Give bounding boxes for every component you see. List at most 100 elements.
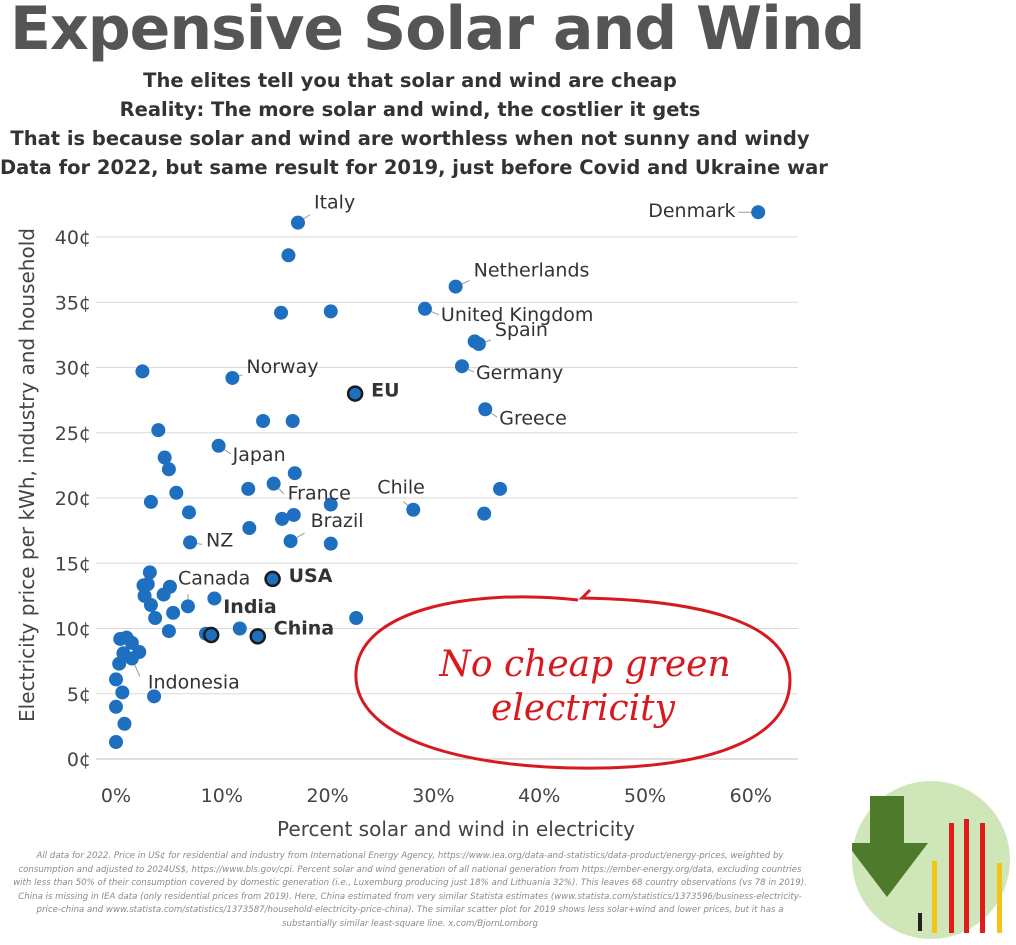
- data-point: [143, 494, 158, 509]
- y-tick-label: 10¢: [55, 619, 91, 641]
- label-spain: Spain: [495, 319, 548, 341]
- data-point: [323, 497, 338, 512]
- download-arrow-icon: [852, 796, 928, 897]
- label-china: China: [274, 617, 334, 639]
- tick-labels: 0¢ 5¢ 10¢ 15¢ 20¢ 25¢ 30¢ 35¢ 40¢ 0% 10% 20% 30% 40% 5…: [55, 227, 772, 807]
- point-greece: [478, 402, 493, 417]
- data-point: [166, 605, 181, 620]
- data-point: [161, 624, 176, 639]
- data-point: [161, 462, 176, 477]
- label-italy: Italy: [314, 192, 355, 214]
- data-point: [207, 591, 222, 606]
- point-japan: [211, 438, 226, 453]
- data-point: [109, 735, 123, 750]
- x-tick-label: 0%: [101, 785, 131, 807]
- x-tick-label: 30%: [412, 785, 454, 807]
- footnote: All data for 2022. Price in US¢ for resi…: [13, 851, 807, 929]
- data-point: [147, 689, 162, 704]
- point-eu: [346, 385, 364, 402]
- point-labels: Denmark Italy Netherlands United KingdomSpa…: [148, 192, 736, 694]
- point-china: [249, 628, 267, 645]
- chart-subtitles: The elites tell you that solar and wind …: [0, 66, 828, 182]
- data-point: [493, 481, 508, 496]
- data-point: [286, 507, 301, 522]
- data-point: [232, 621, 247, 636]
- label-denmark: Denmark: [648, 200, 735, 222]
- data-point: [477, 506, 492, 521]
- no-cheap-green-annotation: No cheap green electricity: [354, 588, 792, 770]
- annotation-line-2: electricity: [491, 688, 676, 729]
- chart-title: Expensive Solar and Wind: [10, 0, 865, 64]
- data-point: [274, 305, 289, 320]
- annotation-line-1: No cheap green: [438, 644, 730, 685]
- data-point: [109, 672, 123, 687]
- label-india: India: [223, 596, 277, 618]
- logo-bars: [918, 819, 1002, 933]
- x-axis-label: Percent solar and wind in electricity: [277, 817, 635, 841]
- point-india: [202, 626, 220, 644]
- label-japan: Japan: [232, 444, 286, 466]
- label-usa: USA: [289, 565, 333, 587]
- data-point: [157, 450, 172, 465]
- x-tick-label: 50%: [624, 785, 666, 807]
- y-tick-label: 25¢: [55, 423, 91, 445]
- y-tick-label: 0¢: [67, 749, 91, 771]
- data-point: [281, 248, 296, 263]
- data-points: [109, 205, 766, 750]
- y-tick-label: 35¢: [55, 292, 91, 314]
- label-canada: Canada: [178, 567, 250, 589]
- annotation-ellipse: [354, 588, 792, 770]
- data-point: [242, 521, 257, 536]
- label-nz: NZ: [206, 529, 233, 551]
- data-point: [112, 656, 127, 671]
- label-netherlands: Netherlands: [474, 260, 590, 282]
- y-tick-label: 30¢: [55, 358, 91, 380]
- subtitle-line-2: Reality: The more solar and wind, the co…: [119, 98, 701, 121]
- point-denmark: [751, 205, 766, 220]
- point-norway: [225, 370, 240, 385]
- data-point: [117, 716, 132, 731]
- subtitle-line-1: The elites tell you that solar and wind …: [143, 69, 677, 92]
- label-germany: Germany: [476, 362, 563, 384]
- point-france: [266, 476, 281, 491]
- data-point: [143, 598, 158, 613]
- point-italy: [290, 215, 305, 230]
- point-indonesia: [124, 651, 139, 666]
- logo: [852, 781, 1010, 939]
- label-indonesia: Indonesia: [148, 672, 240, 694]
- data-point: [285, 414, 300, 429]
- data-point: [287, 466, 302, 481]
- data-point: [140, 577, 155, 592]
- data-point: [169, 485, 184, 500]
- y-tick-label: 5¢: [67, 684, 91, 706]
- data-point: [148, 611, 163, 626]
- y-tick-label: 40¢: [55, 227, 91, 249]
- label-france: France: [288, 483, 351, 505]
- x-tick-label: 10%: [201, 785, 243, 807]
- point-netherlands: [448, 279, 463, 294]
- point-germany: [454, 359, 469, 374]
- data-point: [241, 481, 256, 496]
- subtitle-line-3: That is because solar and wind are worth…: [10, 127, 810, 150]
- gridlines: [96, 236, 798, 695]
- data-point: [182, 505, 197, 520]
- data-point: [109, 699, 123, 714]
- data-point: [323, 536, 338, 551]
- label-brazil: Brazil: [311, 510, 364, 532]
- data-point: [151, 423, 166, 438]
- y-tick-label: 15¢: [55, 553, 91, 575]
- x-tick-label: 20%: [306, 785, 348, 807]
- data-point: [142, 565, 157, 580]
- label-chile: Chile: [377, 477, 425, 499]
- data-point: [115, 685, 130, 700]
- data-point: [156, 587, 171, 602]
- point-brazil: [283, 534, 298, 549]
- label-eu: EU: [371, 380, 399, 402]
- x-tick-label: 60%: [730, 785, 772, 807]
- point-spain: [471, 337, 486, 352]
- point-nz: [183, 535, 198, 550]
- data-point: [256, 414, 271, 429]
- y-axis-label: Electricity price per kWh, industry and …: [15, 228, 39, 722]
- x-tick-label: 40%: [518, 785, 560, 807]
